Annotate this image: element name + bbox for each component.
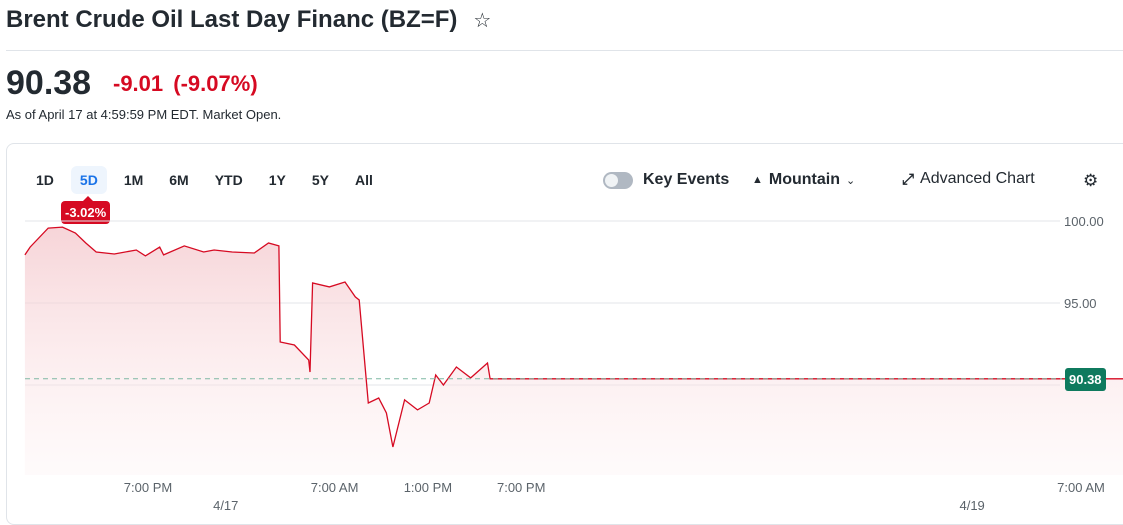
date-label: 4/17 <box>213 498 238 513</box>
page-title: Brent Crude Oil Last Day Financ (BZ=F) ☆ <box>6 6 491 34</box>
date-label: 4/19 <box>959 498 984 513</box>
advanced-chart-label: Advanced Chart <box>920 170 1035 187</box>
change-value: -9.01 <box>113 71 164 96</box>
range-all[interactable]: All <box>354 172 373 188</box>
change-percent: (-9.07%) <box>173 71 258 96</box>
range-ytd[interactable]: YTD <box>214 172 243 188</box>
x-tick-label: 7:00 AM <box>311 480 359 495</box>
as-of-text: As of April 17 at 4:59:59 PM EDT. Market… <box>6 107 282 122</box>
range-1d[interactable]: 1D <box>36 172 54 188</box>
y-tick-label: 100.00 <box>1064 214 1104 229</box>
x-tick-label: 1:00 PM <box>404 480 452 495</box>
price-line <box>24 226 1123 448</box>
range-5y[interactable]: 5Y <box>311 172 329 188</box>
x-tick-label: 7:00 AM <box>1057 480 1105 495</box>
x-tick-label: 7:00 PM <box>124 480 172 495</box>
advanced-chart-button[interactable]: ⤢ Advanced Chart <box>902 170 1035 188</box>
range-5d[interactable]: 5D <box>70 166 107 194</box>
star-icon[interactable]: ☆ <box>473 9 492 32</box>
chart-type-dropdown[interactable]: ▲ Mountain ⌄ <box>752 171 855 189</box>
mountain-icon: ▲ <box>752 174 763 186</box>
toggle-switch[interactable] <box>603 171 633 189</box>
chart-type-label: Mountain <box>768 171 840 188</box>
last-price-label: 90.38 <box>1065 368 1106 391</box>
x-tick-label: 7:00 PM <box>497 480 545 495</box>
range-1y[interactable]: 1Y <box>268 172 286 188</box>
title-text: Brent Crude Oil Last Day Financ (BZ=F) <box>6 6 458 33</box>
key-events-toggle[interactable]: Key Events <box>603 171 729 189</box>
range-tabs: 1D 5D 1M 6M YTD 1Y 5Y All <box>27 166 390 194</box>
y-tick-label: 95.00 <box>1064 296 1097 311</box>
divider <box>6 50 1123 51</box>
range-1m[interactable]: 1M <box>123 172 144 188</box>
price-area <box>24 227 1123 475</box>
key-events-label: Key Events <box>643 171 730 188</box>
expand-icon: ⤢ <box>902 170 915 188</box>
range-change-badge: -3.02% <box>61 196 111 224</box>
price-change: -9.01 (-9.07%) <box>113 71 258 97</box>
gear-icon[interactable]: ⚙ <box>1083 171 1099 190</box>
current-price: 90.38 <box>6 64 92 102</box>
chevron-down-icon: ⌄ <box>845 174 856 187</box>
range-6m[interactable]: 6M <box>169 172 189 188</box>
